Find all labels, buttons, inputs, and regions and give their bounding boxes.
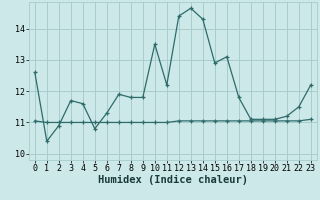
X-axis label: Humidex (Indice chaleur): Humidex (Indice chaleur) (98, 175, 248, 185)
